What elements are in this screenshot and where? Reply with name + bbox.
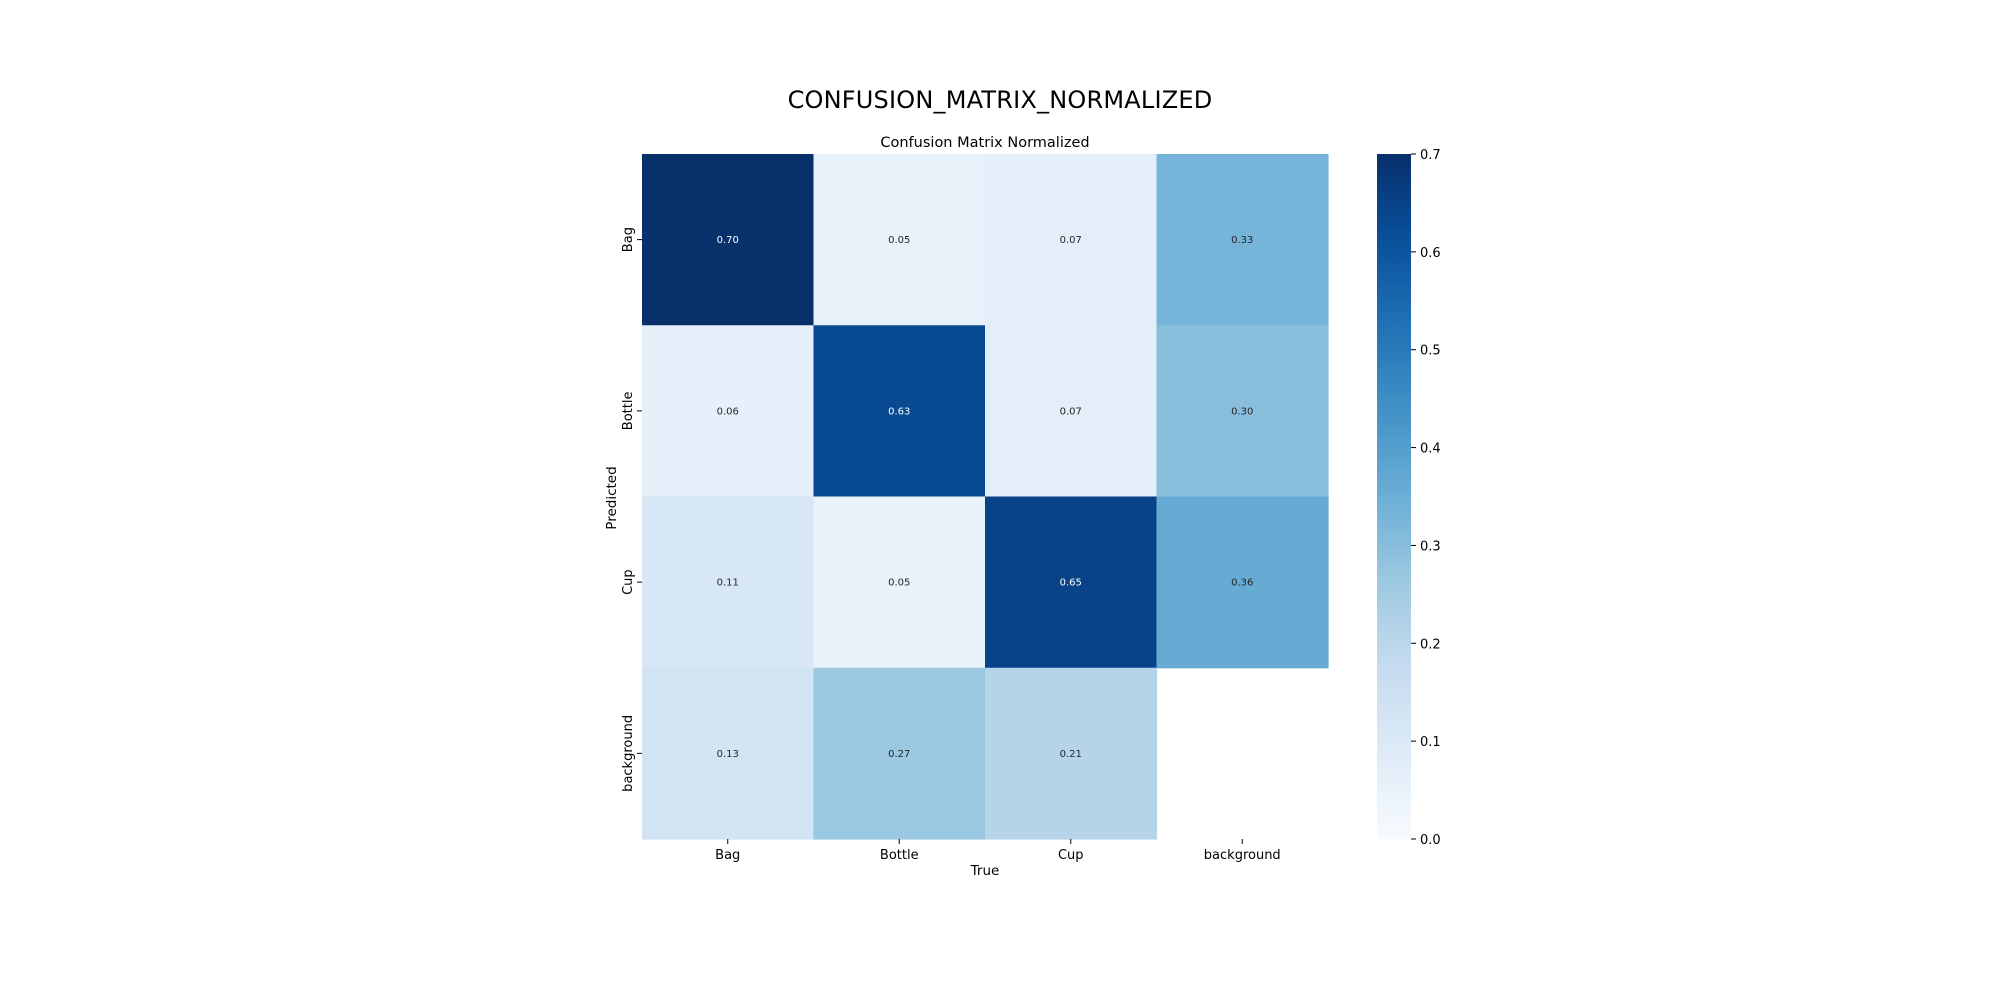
colorbar-tick-label: 0.0 (1420, 833, 1441, 848)
cell-value-label: 0.06 (717, 406, 739, 417)
cell-value-label: 0.36 (1231, 578, 1253, 589)
x-tick-label: background (1204, 848, 1281, 863)
y-axis-label: Predicted (604, 466, 620, 529)
page-title: CONFUSION_MATRIX_NORMALIZED (787, 86, 1213, 114)
chart-title: Confusion Matrix Normalized (880, 135, 1089, 151)
cell-value-label: 0.65 (1060, 578, 1082, 589)
cell-value-label: 0.11 (717, 578, 739, 589)
heatmap-cell (985, 496, 1158, 669)
cell-value-label: 0.30 (1231, 406, 1253, 417)
x-tick-label: Bottle (880, 848, 919, 863)
cell-value-label: 0.13 (717, 749, 739, 760)
x-tick-label: Bag (715, 848, 740, 863)
cell-value-label: 0.05 (888, 578, 910, 589)
heatmap-cell (1156, 496, 1329, 669)
cell-value-label: 0.21 (1060, 749, 1082, 760)
heatmap-cell (985, 154, 1158, 326)
heatmap-cell (813, 496, 986, 669)
colorbar-gradient (1377, 154, 1411, 839)
cell-value-label: 0.70 (717, 235, 739, 246)
heatmap-cell (1156, 154, 1329, 326)
heatmap-cells: 0.70 0.05 0.07 0.33 0.06 0.63 0.07 0.30 0.11 0.05… (642, 154, 1329, 840)
heatmap-cell (642, 154, 815, 326)
colorbar-tick-label: 0.1 (1420, 735, 1441, 750)
heatmap-cell (985, 667, 1158, 840)
y-tick-label: Bag (621, 227, 636, 252)
heatmap-cell (642, 667, 815, 840)
heatmap-cell (1156, 325, 1329, 498)
cell-value-label: 0.27 (888, 749, 910, 760)
x-tick-label: Cup (1058, 848, 1084, 863)
cell-value-label: 0.07 (1060, 235, 1082, 246)
heatmap-cell (642, 496, 815, 669)
colorbar-tick-label: 0.5 (1420, 344, 1441, 359)
y-tick-label: Cup (621, 569, 636, 595)
heatmap-cell (813, 325, 986, 498)
colorbar-tick-label: 0.4 (1420, 442, 1441, 457)
cell-value-label: 0.33 (1231, 235, 1253, 246)
colorbar-tick-label: 0.6 (1420, 246, 1441, 261)
colorbar-tick-label: 0.7 (1420, 148, 1441, 163)
cell-value-label: 0.63 (888, 406, 910, 417)
colorbar-tick-label: 0.3 (1420, 539, 1441, 554)
x-axis-label: True (970, 863, 1000, 879)
heatmap-cell (813, 154, 986, 326)
y-tick-label: background (621, 715, 636, 792)
heatmap-cell (985, 325, 1158, 498)
cell-value-label: 0.07 (1060, 406, 1082, 417)
y-tick-label: Bottle (621, 392, 636, 431)
heatmap-cell (642, 325, 815, 498)
heatmap-cell (813, 667, 986, 840)
y-axis-ticks: Bag Bottle Cup background (621, 227, 642, 792)
x-axis-ticks: Bag Bottle Cup background (715, 839, 1281, 863)
colorbar: 0.0 0.1 0.2 0.3 0.4 0.5 0.6 0.7 (1377, 148, 1441, 848)
cell-value-label: 0.05 (888, 235, 910, 246)
colorbar-tick-label: 0.2 (1420, 637, 1441, 652)
